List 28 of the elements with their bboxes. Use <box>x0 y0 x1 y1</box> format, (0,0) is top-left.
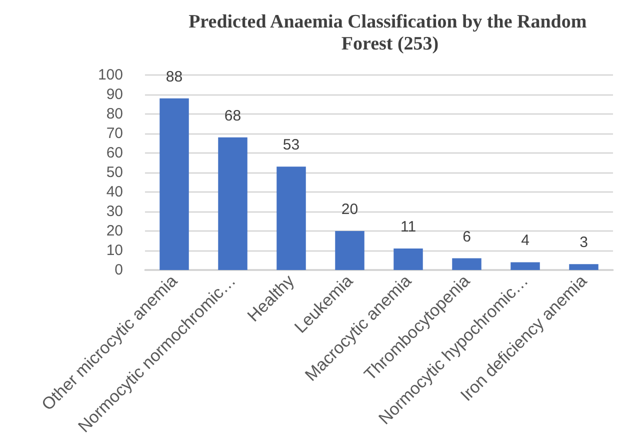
bar <box>160 98 189 270</box>
y-tick-label: 70 <box>106 125 123 142</box>
data-label: 68 <box>224 107 242 124</box>
data-label: 4 <box>521 232 530 250</box>
y-tick-label: 50 <box>106 164 123 181</box>
bar <box>335 231 364 270</box>
bar <box>218 137 248 270</box>
y-tick-label: 90 <box>106 86 123 103</box>
data-label: 3 <box>580 234 588 252</box>
bar <box>394 248 423 270</box>
y-tick-label: 60 <box>106 144 123 162</box>
chart-title: Predicted Anaemia Classification by the Random Forest (253) <box>188 12 592 54</box>
y-tick-label: 80 <box>106 106 123 122</box>
y-tick-label: 10 <box>106 242 123 259</box>
data-label: 6 <box>462 228 471 246</box>
bar <box>569 264 598 270</box>
bar <box>510 262 540 270</box>
y-tick-label: 30 <box>106 203 123 220</box>
data-label: 53 <box>282 136 300 154</box>
bar <box>276 166 306 270</box>
y-tick-label: 0 <box>114 262 123 278</box>
data-label: 11 <box>400 218 416 236</box>
y-tick-label: 100 <box>98 66 123 84</box>
y-tick-label: 20 <box>106 222 123 240</box>
data-label: 88 <box>166 68 183 86</box>
y-tick-label: 40 <box>106 184 123 200</box>
bar <box>452 258 482 270</box>
data-label: 20 <box>341 201 358 218</box>
